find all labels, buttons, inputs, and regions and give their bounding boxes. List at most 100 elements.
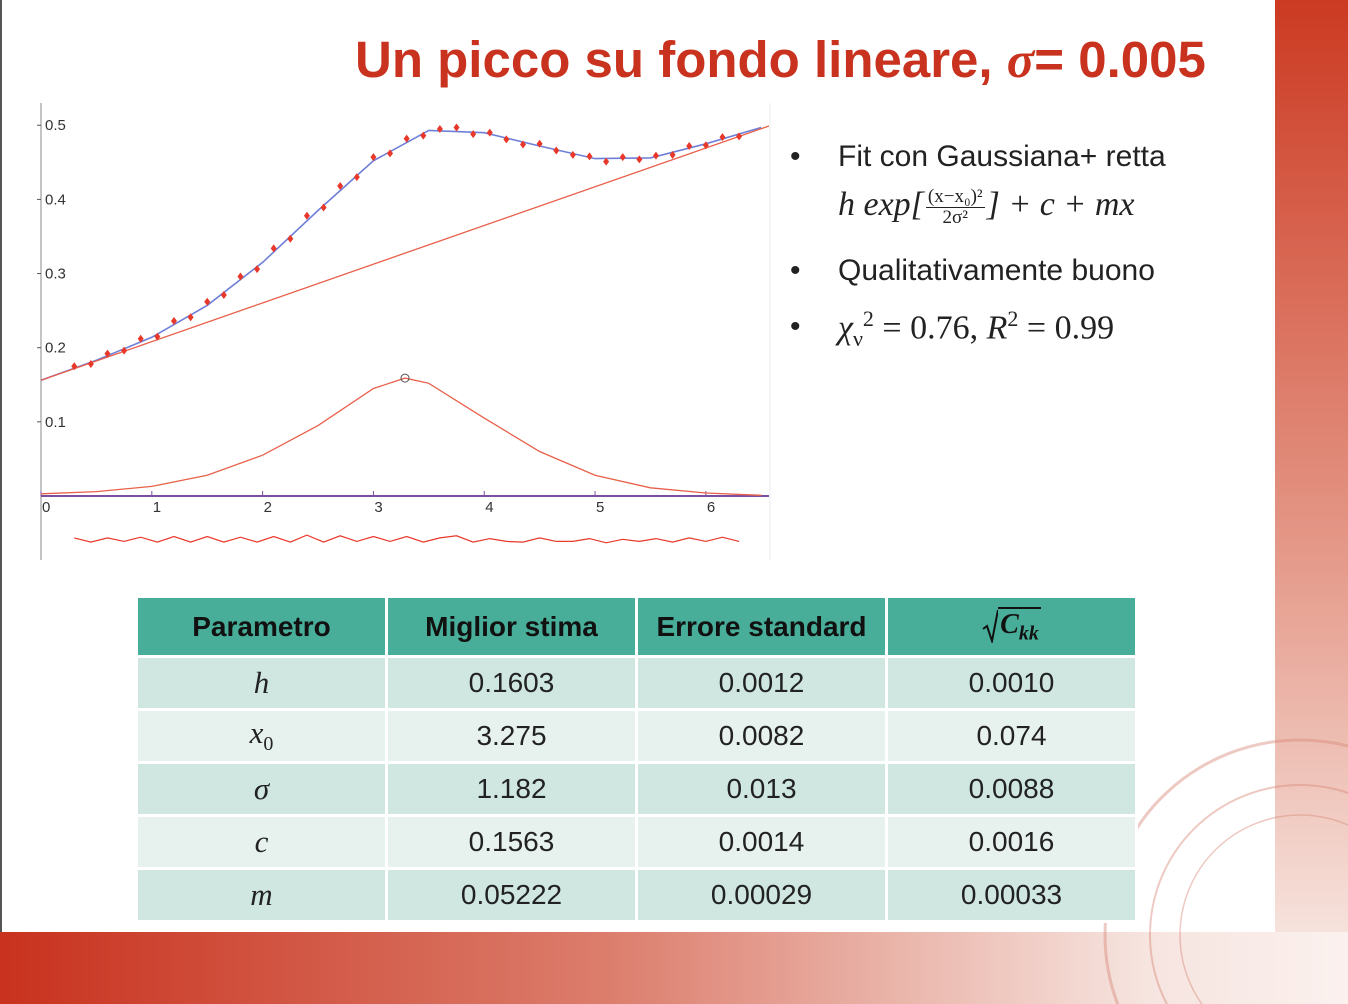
symbol: x (249, 715, 264, 751)
data-point (204, 297, 211, 306)
seal (1103, 738, 1348, 1004)
bullet: • Fit con Gaussiana+ retta (790, 140, 1166, 174)
x-tick-label: 1 (153, 499, 161, 516)
table-cell: 0.074 (885, 708, 1138, 764)
data-point (453, 123, 460, 132)
bullet: • Qualitativamente buono (790, 254, 1155, 288)
table-row: σ 1.182 0.013 0.0088 (135, 761, 1138, 817)
side-band (1275, 0, 1348, 932)
data-point (420, 131, 427, 140)
parameter-name: m (135, 867, 388, 923)
data-point (337, 182, 344, 191)
x-tick-label: 6 (707, 499, 715, 516)
formula-tail: ] + c + mx (986, 186, 1135, 223)
formula: h exp[(x−x₀)² 2σ² ] + c + mx (838, 186, 1134, 228)
header-cell: Miglior stima (385, 595, 638, 658)
chi-value: = 0.76, (873, 309, 987, 347)
numerator: (x−x₀)² (925, 185, 985, 208)
data-point (137, 334, 144, 343)
data-point (287, 234, 294, 243)
table-cell: 0.0016 (885, 814, 1138, 870)
data-point (669, 150, 676, 159)
fit-curve (40, 377, 762, 496)
y-tick-label: 0.4 (45, 191, 66, 208)
y-tick-label: 0.1 (45, 414, 66, 431)
data-point (569, 150, 576, 159)
residuals (74, 534, 740, 544)
table-cell: 0.1603 (385, 655, 638, 711)
table-row: h 0.1603 0.0012 0.0010 (135, 655, 1138, 711)
chi-sup: 2 (862, 306, 874, 331)
data-point (719, 133, 726, 142)
subscript: kk (1018, 622, 1039, 645)
denominator: 2σ² (942, 206, 968, 228)
table-cell: 0.0088 (885, 761, 1138, 817)
data-point (353, 173, 360, 182)
slide-title: Un picco su fondo lineare, σ= 0.005 (355, 30, 1206, 90)
table-cell: 0.0014 (635, 814, 888, 870)
data-point (736, 132, 743, 141)
title-value: = 0.005 (1034, 31, 1206, 88)
r-symbol: R (986, 309, 1008, 347)
footer-band (0, 932, 1348, 1004)
x-tick-label: 3 (374, 499, 382, 516)
sqrt-body: Ckk (998, 607, 1041, 646)
bullet-dot: • (790, 140, 801, 173)
formula-lead: h exp[ (838, 186, 924, 223)
header-cell: Ckk (885, 595, 1138, 658)
data-point (403, 134, 410, 143)
parameter-name: x0 (135, 708, 388, 764)
table-row: x0 3.275 0.0082 0.074 (135, 708, 1138, 764)
data-point (603, 157, 610, 166)
title-text: Un picco su fondo lineare, (355, 31, 1007, 88)
parameter-name: c (135, 814, 388, 870)
data-point (636, 155, 643, 164)
y-tick-label: 0.5 (45, 117, 66, 134)
data-point (686, 142, 693, 151)
data-point (121, 346, 128, 355)
chi-sub: ν (852, 326, 863, 352)
data-point (254, 265, 261, 274)
table-cell: 0.00029 (635, 867, 888, 923)
data-point (320, 203, 327, 212)
header-cell: Errore standard (635, 595, 888, 658)
data-point (553, 146, 560, 155)
r-value: = 0.99 (1018, 309, 1115, 347)
data-point (436, 124, 443, 133)
data-point (71, 362, 78, 371)
data-point (187, 313, 194, 322)
data-point (303, 211, 310, 220)
data-point (237, 272, 244, 281)
x-tick-label: 0 (42, 499, 50, 516)
header-row: Parametro Miglior stima Errore standard Ckk (135, 595, 1138, 658)
table-row: c 0.1563 0.0014 0.0016 (135, 814, 1138, 870)
data-point (170, 317, 177, 326)
data-point (104, 349, 111, 358)
r-sup: 2 (1007, 306, 1019, 331)
x-tick-label: 5 (596, 499, 604, 516)
data-point (87, 360, 94, 369)
data-point (270, 244, 277, 253)
x-tick-label: 4 (485, 499, 493, 516)
data-point (652, 151, 659, 160)
table-cell: 0.05222 (385, 867, 638, 923)
data-point (520, 140, 527, 149)
sqrt-sign (982, 609, 1000, 645)
table-cell: 0.00033 (885, 867, 1138, 923)
data-point (154, 332, 161, 341)
parameter-name: σ (135, 761, 388, 817)
table-cell: 0.0082 (635, 708, 888, 764)
chi-symbol: χ (838, 309, 853, 347)
data-point (503, 135, 510, 144)
title-symbol: σ (1006, 33, 1035, 89)
data-point (702, 141, 709, 150)
table-row: m 0.05222 0.00029 0.00033 (135, 867, 1138, 923)
table-cell: 3.275 (385, 708, 638, 764)
bullet-dot: • (790, 254, 801, 287)
table-cell: 1.182 (385, 761, 638, 817)
subscript: 0 (263, 733, 274, 756)
y-tick-label: 0.2 (45, 340, 66, 357)
data-point (586, 152, 593, 161)
bullet-text: Qualitativamente buono (838, 254, 1155, 287)
